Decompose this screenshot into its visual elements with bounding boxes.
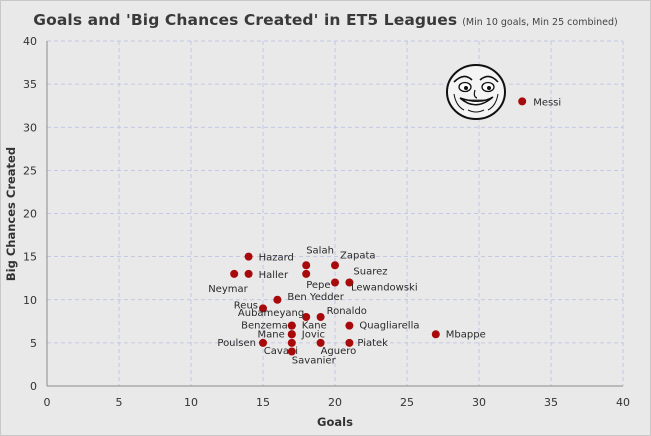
data-point-label: Neymar [208, 284, 248, 295]
data-points: Messi Hazard Haller Neymar Salah Pepe Zapata Su… [208, 97, 561, 367]
data-point-label: Piatek [357, 338, 388, 349]
data-point [431, 330, 440, 339]
chart-title-block: Goals and 'Big Chances Created' in ET5 L… [0, 10, 651, 29]
y-tick-label: 40 [23, 35, 37, 48]
y-tick-label: 30 [23, 121, 37, 134]
data-point-label: Mane [258, 329, 285, 340]
x-tick-label: 30 [472, 396, 486, 409]
tick-labels: 0 5 10 15 20 25 30 35 40 0 5 10 15 20 25 30 35 40 [23, 35, 630, 409]
data-point [287, 347, 296, 356]
data-point-label: Poulsen [217, 338, 256, 349]
data-point [345, 278, 354, 287]
data-point [273, 295, 282, 304]
axes [46, 41, 623, 387]
data-point-label: Lewandowski [351, 283, 418, 294]
data-point [287, 330, 296, 339]
data-point [244, 252, 253, 261]
x-tick-label: 15 [256, 396, 270, 409]
data-point-label: Quagliarella [359, 321, 419, 332]
x-tick-label: 35 [544, 396, 558, 409]
y-tick-label: 0 [30, 380, 37, 393]
data-point [518, 97, 527, 106]
data-point-label: Ben Yedder [287, 292, 344, 303]
data-point-label: Reus [234, 300, 258, 311]
x-tick-label: 40 [616, 396, 630, 409]
data-point-label: Zapata [340, 250, 376, 261]
data-point-label: Suarez [353, 267, 387, 278]
data-point-label: Cavani [264, 346, 298, 357]
data-point-label: Pepe [306, 280, 330, 291]
data-point [316, 338, 325, 347]
x-tick-label: 20 [328, 396, 342, 409]
grid-lines [47, 40, 624, 386]
data-point [302, 269, 311, 278]
data-point-label: Aubameyang [238, 308, 304, 319]
data-point [302, 313, 311, 321]
data-point-label: Benzema [241, 321, 288, 332]
data-point [259, 338, 267, 347]
data-point [316, 313, 325, 321]
chart-title: Goals and 'Big Chances Created' in ET5 L… [33, 11, 458, 29]
y-tick-label: 25 [23, 164, 37, 177]
x-axis-label: Goals [317, 415, 353, 429]
data-point [302, 261, 311, 270]
data-point-label: Kane [302, 321, 327, 332]
y-tick-label: 15 [23, 251, 37, 264]
data-point-label: Hazard [259, 253, 294, 264]
y-tick-label: 5 [30, 337, 37, 350]
data-point [259, 304, 267, 313]
y-tick-label: 20 [23, 208, 37, 221]
data-point [345, 321, 354, 330]
data-point-label: Messi [533, 97, 561, 108]
data-point-label: Mbappe [446, 329, 486, 340]
x-tick-label: 0 [44, 396, 51, 409]
data-point-label: Jovic [301, 329, 325, 340]
data-point [345, 338, 354, 347]
x-tick-label: 10 [184, 396, 198, 409]
data-point-label: Aguero [321, 346, 357, 357]
y-tick-label: 35 [23, 78, 37, 91]
data-point [244, 269, 253, 278]
x-tick-label: 5 [116, 396, 123, 409]
data-point-label: Ronaldo [327, 306, 367, 317]
data-point-label: Salah [306, 245, 334, 256]
data-point [287, 338, 296, 347]
x-tick-label: 25 [400, 396, 414, 409]
data-point-label: Haller [259, 270, 289, 281]
y-axis-label: Big Chances Created [4, 147, 18, 281]
data-point [287, 321, 296, 330]
data-point [230, 269, 239, 278]
y-tick-label: 10 [23, 294, 37, 307]
data-point [331, 261, 339, 270]
data-point-label: Savanier [292, 356, 337, 367]
data-point [331, 278, 339, 287]
chart-subtitle: (Min 10 goals, Min 25 combined) [462, 17, 618, 28]
forever-alone-face-icon [446, 64, 506, 120]
